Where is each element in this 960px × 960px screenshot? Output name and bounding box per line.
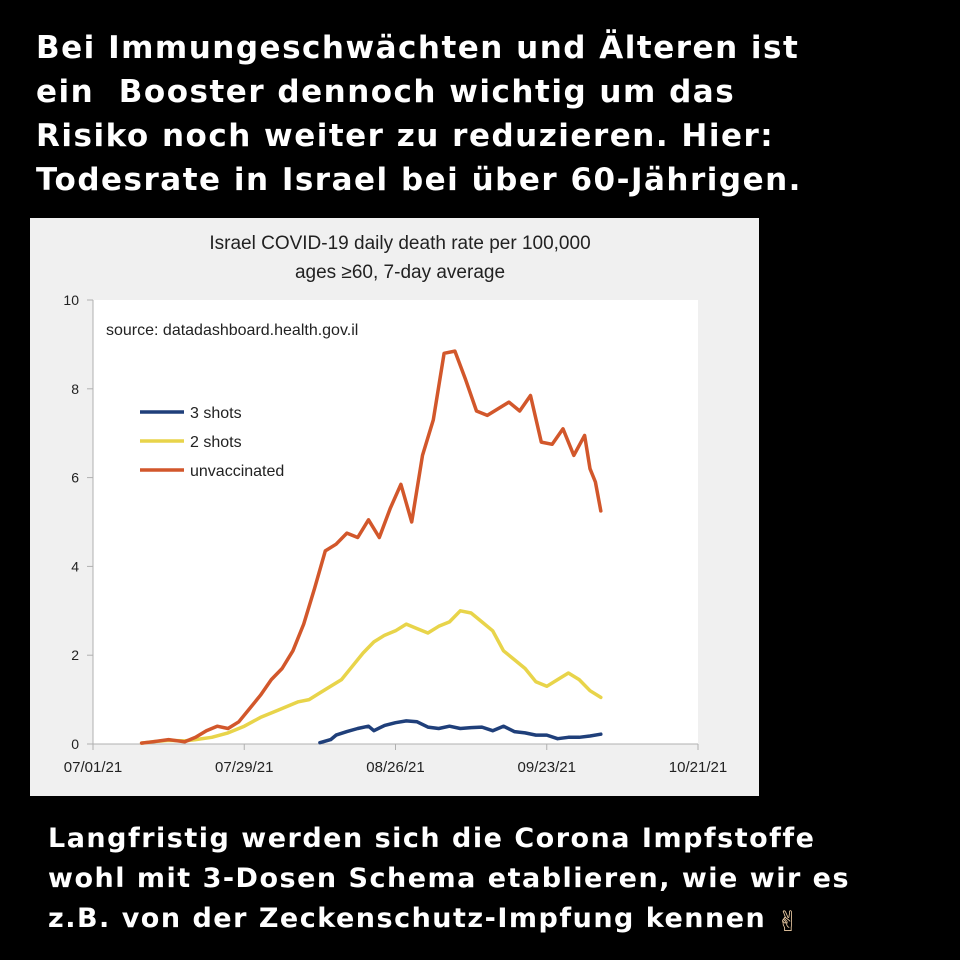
legend-label-2-shots: 2 shots (190, 434, 242, 451)
headline-line-1: Bei Immungeschwächten und Älteren ist (36, 30, 800, 66)
y-tick-label: 2 (71, 647, 79, 663)
footer: Langfristig werden sich die Corona Impfs… (48, 819, 948, 942)
y-tick-label: 6 (71, 470, 79, 486)
y-tick-label: 0 (71, 736, 79, 752)
footer-line-1: Langfristig werden sich die Corona Impfs… (48, 823, 816, 854)
legend-label-3-shots: 3 shots (190, 405, 242, 422)
series-line-2-shots (139, 609, 603, 745)
footer-line-2: wohl mit 3-Dosen Schema etablieren, wie … (48, 863, 851, 894)
plot-area (93, 300, 698, 744)
y-tick-label: 8 (71, 381, 79, 397)
chart-title: Israel COVID-19 daily death rate per 100… (209, 233, 590, 254)
x-tick-label: 10/21/21 (669, 759, 727, 776)
death-rate-chart: Israel COVID-19 daily death rate per 100… (63, 233, 727, 776)
y-tick-label: 10 (63, 292, 79, 308)
chart-subtitle: ages ≥60, 7-day average (295, 262, 505, 283)
headline-line-3: Risiko noch weiter zu reduzieren. Hier: (36, 118, 775, 154)
headline-line-2: ein Booster dennoch wichtig um das (36, 74, 736, 110)
series-line-3-shots (318, 719, 603, 745)
footer-line-3-text: z.B. von der Zeckenschutz-Impfung kennen (48, 903, 767, 934)
x-tick-label: 07/01/21 (64, 759, 122, 776)
legend-label-unvaccinated: unvaccinated (190, 463, 284, 480)
x-tick-label: 08/26/21 (366, 759, 424, 776)
series-line-unvaccinated (139, 349, 603, 745)
headline: Bei Immungeschwächten und Älteren ist ei… (36, 26, 936, 202)
victory-hand-icon: ✌ (776, 905, 802, 938)
x-tick-label: 09/23/21 (518, 759, 576, 776)
headline-line-4: Todesrate in Israel bei über 60-Jährigen… (36, 162, 802, 198)
chart-panel: Israel COVID-19 daily death rate per 100… (30, 218, 759, 796)
footer-line-3: z.B. von der Zeckenschutz-Impfung kennen… (48, 899, 948, 942)
source-note: source: datadashboard.health.gov.il (106, 322, 358, 339)
y-tick-label: 4 (71, 558, 79, 574)
x-tick-label: 07/29/21 (215, 759, 273, 776)
